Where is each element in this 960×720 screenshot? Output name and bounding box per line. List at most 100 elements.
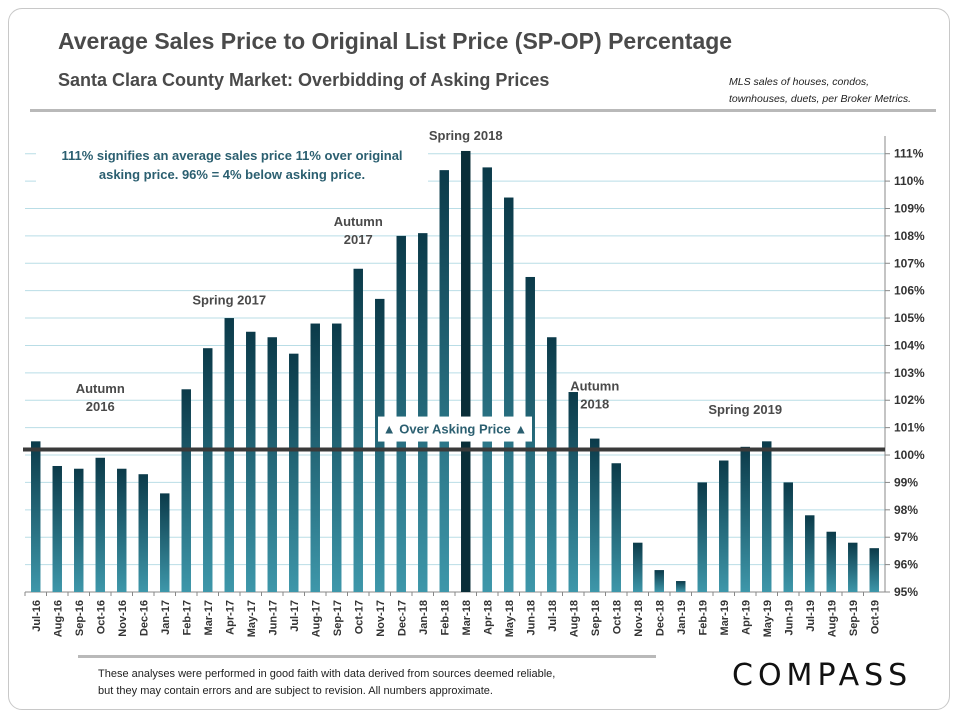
y-tick-label: 106% [894,284,925,298]
slide-frame [8,8,950,710]
note-line-1: 111% signifies an average sales price 11… [61,148,403,163]
bar [783,482,793,592]
x-tick-label: May-17 [246,600,258,637]
x-tick-label: Sep-18 [590,600,602,636]
bar [848,542,858,592]
y-tick-label: 111% [894,147,924,161]
season-annotation: Spring 2019 [708,402,782,417]
disclaimer-line-2: but they may contain errors and are subj… [98,685,493,697]
y-tick-label: 109% [894,201,925,215]
bar [482,167,492,593]
bar [332,323,342,592]
bar [31,441,41,592]
x-tick-label: Jan-19 [676,600,688,635]
compass-logo: COMPASS [732,658,913,693]
x-tick-label: Jul-16 [31,600,43,632]
x-tick-label: Oct-18 [611,600,623,634]
x-tick-label: Dec-16 [138,600,150,636]
disclaimer: These analyses were performed in good fa… [98,666,658,700]
y-tick-label: 108% [894,229,925,243]
x-tick-label: Dec-17 [396,600,408,636]
y-tick-label: 103% [894,366,925,380]
x-tick-label: Aug-19 [826,600,838,637]
bar [267,337,277,592]
chart-title: Average Sales Price to Original List Pri… [58,28,733,54]
season-annotation: Autumn [334,214,383,229]
y-tick-label: 100% [894,448,925,462]
source-note: MLS sales of houses, condos, townhouses,… [729,74,939,108]
x-tick-label: Sep-19 [848,600,860,636]
x-tick-label: Apr-17 [224,600,236,635]
bar [353,268,363,592]
header-divider [30,109,936,112]
x-tick-label: May-19 [762,600,774,637]
bar [246,331,256,592]
bar [590,438,600,592]
season-annotation: Autumn [570,378,619,393]
bar [74,468,84,592]
bar [568,392,578,592]
bar [633,542,643,592]
x-tick-label: Oct-17 [353,600,365,634]
explanation-note: 111% signifies an average sales price 11… [36,144,428,186]
bar [547,337,557,592]
bar [117,468,127,592]
y-tick-label: 101% [894,421,925,435]
x-tick-label: Mar-18 [461,600,473,635]
x-tick-label: Aug-16 [52,600,64,637]
season-annotation: Spring 2017 [192,292,266,307]
x-tick-label: Apr-19 [740,600,752,635]
bar [461,150,471,592]
bar [375,298,385,592]
bar [740,446,750,592]
x-tick-label: Jul-19 [805,600,817,632]
bar [418,233,428,592]
y-tick-label: 96% [894,558,918,572]
reference-label: ▲ Over Asking Price ▲ [383,422,527,437]
bar [439,170,449,592]
x-tick-label: Nov-18 [633,600,645,637]
bar [611,463,621,592]
x-tick-label: Feb-19 [697,600,709,635]
bar [52,465,62,592]
bar [805,515,815,592]
x-tick-label: May-18 [504,600,516,637]
x-tick-label: Jun-18 [525,600,537,635]
bar [95,457,105,592]
season-annotation: 2017 [344,232,373,247]
y-tick-label: 110% [894,174,924,188]
bar [181,389,191,592]
x-tick-label: Nov-17 [375,600,387,637]
y-tick-label: 95% [894,585,918,599]
x-tick-label: Jan-18 [418,600,430,635]
note-line-2: asking price. 96% = 4% below asking pric… [98,167,366,182]
x-tick-label: Mar-19 [719,600,731,635]
x-tick-label: Jul-17 [289,600,301,632]
y-tick-label: 107% [894,256,925,270]
chart-subtitle: Santa Clara County Market: Overbidding o… [58,70,550,90]
x-tick-label: Jan-17 [160,600,172,635]
y-tick-label: 97% [894,530,918,544]
x-tick-label: Apr-18 [482,600,494,635]
bar [826,531,836,592]
reference-label-box [378,416,532,442]
bar [396,235,406,592]
bar [310,323,320,592]
bar [504,197,514,592]
season-annotation: 2016 [86,399,115,414]
x-tick-label: Feb-18 [439,600,451,635]
y-tick-label: 105% [894,311,925,325]
y-tick-label: 98% [894,503,918,517]
season-annotation: Spring 2018 [429,128,503,143]
x-tick-label: Aug-17 [310,600,322,637]
bar [869,548,879,592]
bar [160,493,170,592]
y-tick-label: 99% [894,475,918,489]
season-annotation: Autumn [76,381,125,396]
y-tick-label: 102% [894,393,925,407]
x-tick-label: Jun-19 [783,600,795,635]
source-line-2: townhouses, duets, per Broker Metrics. [729,93,912,105]
y-tick-label: 104% [894,338,925,352]
source-line-1: MLS sales of houses, condos, [729,76,870,88]
